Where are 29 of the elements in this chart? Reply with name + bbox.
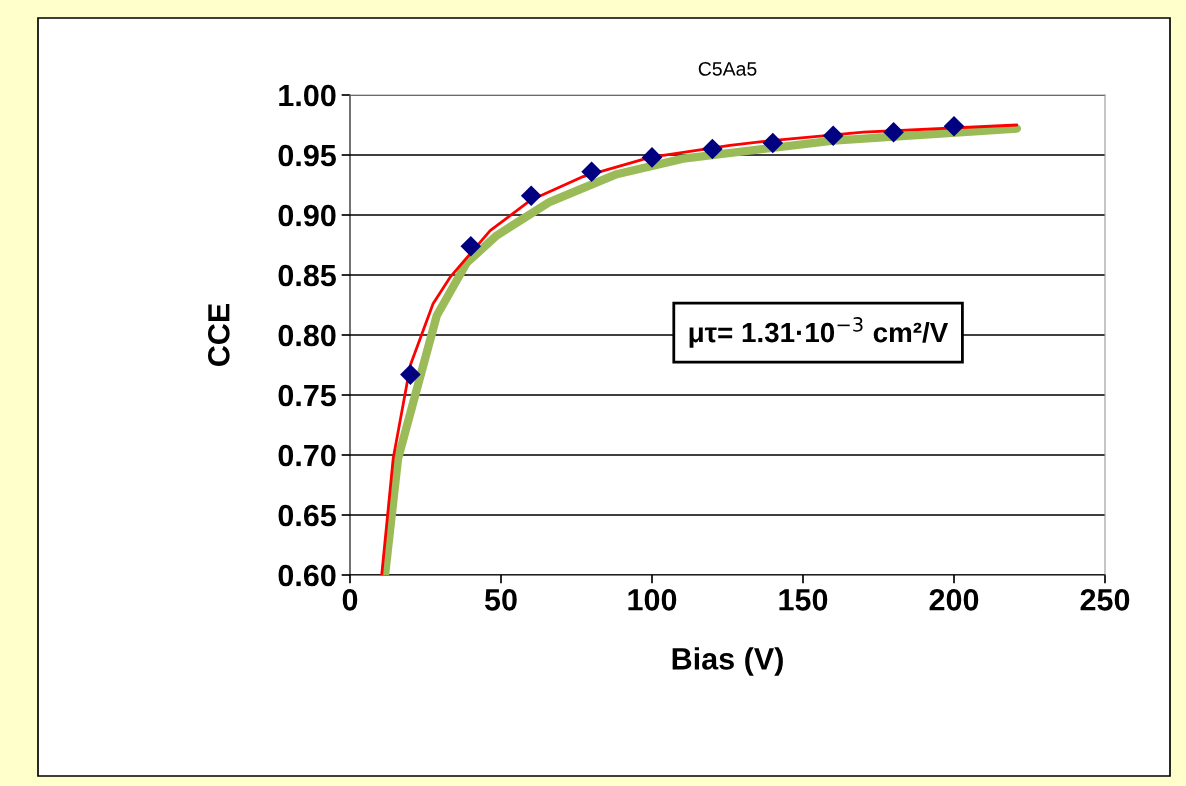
chart-title: C5Aa5	[698, 61, 757, 76]
x-tick-label: 150	[779, 589, 828, 611]
y-tick-label: 1.00	[279, 84, 336, 107]
x-tick-label: 0	[342, 589, 358, 611]
point	[762, 132, 784, 154]
y-axis-title: CCE	[208, 303, 230, 366]
x-tick-label: 200	[929, 589, 979, 611]
point	[943, 115, 965, 137]
y-tick-label: 0.80	[278, 324, 336, 347]
y-tick-label: 0.90	[278, 204, 336, 227]
x-axis-title: Bias (V)	[672, 647, 783, 676]
x-tick-label: 100	[628, 589, 677, 611]
point	[822, 125, 844, 147]
x-tick-label: 250	[1080, 589, 1130, 611]
y-tick-label: 0.70	[278, 444, 336, 467]
point	[641, 147, 663, 168]
annotation: μτ= 1.31·10$^{−3}$ cm²/V	[689, 317, 949, 348]
y-tick-label: 0.65	[278, 504, 336, 527]
y-tick-label: 0.85	[278, 264, 336, 287]
point	[581, 161, 602, 183]
x-tick-label: 50	[484, 589, 517, 611]
point	[400, 364, 421, 385]
point	[702, 138, 723, 160]
point	[520, 185, 542, 207]
point	[460, 235, 482, 257]
y-tick-label: 0.60	[278, 564, 336, 587]
y-tick-label: 0.95	[278, 144, 336, 167]
point	[883, 121, 904, 143]
y-tick-label: 0.75	[278, 384, 336, 407]
